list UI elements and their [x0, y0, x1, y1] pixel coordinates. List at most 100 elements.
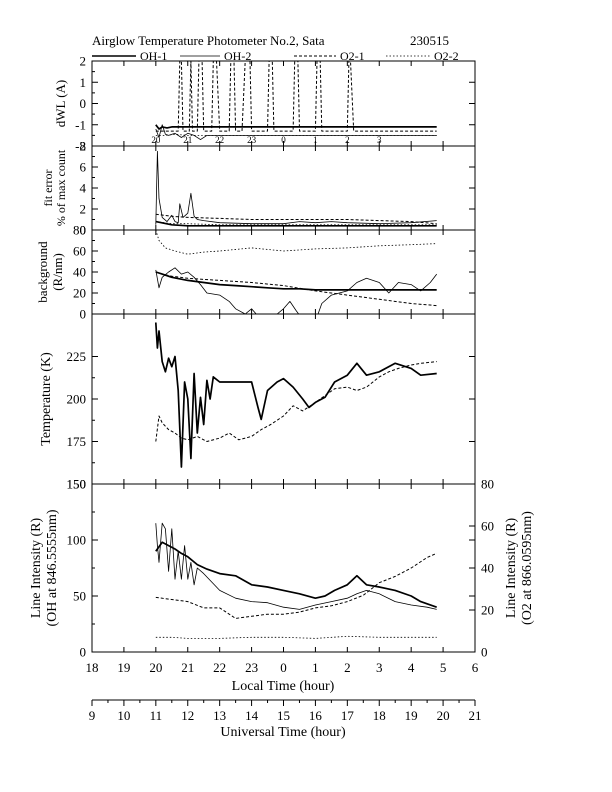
line_intensity-ytick-label: 0: [80, 645, 87, 660]
background-frame: [91, 229, 476, 315]
local-tick-label: 21: [181, 660, 194, 675]
local-tick-label: 19: [117, 660, 130, 675]
intensity-ylabel: Line Intensity (R): [29, 518, 44, 619]
dwl-ytick-label: 2: [80, 54, 87, 69]
ut-tick-label: 11: [150, 708, 163, 723]
fit-error-ylabel-sub: % of max count: [54, 149, 68, 226]
line_intensity-ytick-label: 100: [67, 533, 87, 548]
legend-oh1-label: OH-1: [140, 49, 167, 63]
ut-tick-label: 12: [181, 708, 194, 723]
dwl-ylabel: dWL (A): [53, 80, 68, 128]
dwl-series-o2-1: [155, 61, 437, 132]
line_intensity-series-o2-1: [155, 552, 437, 619]
inline-lt-label: 1: [313, 135, 318, 145]
line_intensity-ytick-label: 150: [67, 477, 87, 492]
ut-tick-label: 20: [437, 708, 450, 723]
fit_error-ytick-label: 4: [80, 181, 87, 196]
fit_error-ytick-label: 2: [80, 202, 87, 217]
background-ytick-label: 80: [73, 223, 86, 238]
temperature-ytick-label: 200: [67, 392, 87, 407]
background-ytick-label: 0: [80, 307, 87, 322]
dwl-ytick-label: -2: [75, 139, 86, 154]
background-ylabel: background: [35, 241, 50, 303]
background-series-oh-1: [155, 271, 437, 291]
dwl-series-oh-1: [155, 124, 437, 130]
temperature-series-o2-1: [155, 361, 437, 442]
local-tick-label: 18: [86, 660, 99, 675]
fit-error-marks: [155, 150, 437, 227]
dwl-ytick-label: 0: [80, 96, 87, 111]
local-tick-label: 22: [213, 660, 226, 675]
local-tick-label: 2: [344, 660, 351, 675]
local-time-label: Local Time (hour): [232, 679, 335, 694]
dwl-ytick-label: -1: [75, 117, 86, 132]
background-ytick-label: 20: [73, 286, 86, 301]
background-ytick-label: 40: [73, 265, 86, 280]
line_intensity-series-o2-2: [155, 635, 437, 639]
temperature-panel: Temperature (K) 225 200 175 150: [39, 313, 476, 492]
fit_error-series-o2-1: [155, 213, 437, 225]
date-code: 230515: [410, 33, 449, 48]
local-tick-label: 23: [245, 660, 258, 675]
ut-tick-label: 9: [89, 708, 96, 723]
inline-lt-label: 20: [151, 135, 161, 145]
local-tick-label: 3: [376, 660, 383, 675]
fit-error-panel: fit error % of max count 8 6 4 2 0: [41, 139, 476, 238]
legend-o22-label: O2-2: [434, 49, 459, 63]
line_intensity-ytick-right-label: 20: [481, 603, 494, 618]
temperature-series-oh-1: [154, 322, 437, 468]
inline-lt-label: 0: [281, 135, 286, 145]
dwl-series-o2-2: [155, 133, 437, 136]
line_intensity-ytick-right-label: 40: [481, 561, 494, 576]
chart-title: Airglow Temperature Photometer No.2, Sat…: [92, 33, 325, 48]
line_intensity-ytick-right-label: 80: [481, 477, 494, 492]
background-series-o2-2: [155, 230, 437, 255]
fit_error-ytick-label: 0: [80, 223, 87, 238]
line_intensity-ytick-label: 50: [73, 589, 86, 604]
background-series-oh-2: [155, 267, 438, 314]
universal-time-label: Universal Time (hour): [220, 725, 346, 740]
local-time-axis: 18 19 20 21 22 23 0 1 2 3 4 5 6: [86, 660, 479, 675]
ut-tick-label: 19: [405, 708, 418, 723]
fit_error-ytick-label: 6: [80, 160, 87, 175]
temperature-ytick-label: 175: [67, 434, 87, 449]
background-series-o2-1: [155, 271, 437, 307]
ut-tick-label: 16: [309, 708, 323, 723]
legend: OH-1 OH-2 O2-1 O2-2: [92, 49, 459, 63]
local-tick-label: 0: [280, 660, 287, 675]
temperature-ylabel: Temperature (K): [39, 352, 54, 446]
local-tick-label: 4: [408, 660, 415, 675]
background-marks: [155, 230, 438, 314]
ut-tick-label: 15: [277, 708, 290, 723]
local-tick-label: 5: [440, 660, 447, 675]
ut-tick-label: 18: [373, 708, 386, 723]
universal-time-axis: 9 10 11 12 13 14 15 16 17 18 19 20 21: [89, 700, 482, 723]
inline-lt-label: 3: [377, 135, 382, 145]
fit_error-series-oh-2: [155, 150, 437, 225]
inline-lt-label: 22: [215, 135, 224, 145]
dwl-frame: [91, 60, 476, 147]
inline-lt-label: 23: [247, 135, 257, 145]
dwl-ytick-label: 1: [80, 75, 87, 90]
inline-hour-labels: 20 21 22 23 0 1 2 3: [151, 135, 382, 145]
background-ylabel-sub: (R/nm): [50, 253, 65, 291]
ut-tick-label: 14: [245, 708, 259, 723]
temperature-marks: [154, 322, 437, 468]
inline-lt-label: 2: [345, 135, 350, 145]
inline-lt-label: 21: [183, 135, 192, 145]
line_intensity-series-oh-2: [155, 522, 437, 610]
intensity-ylabel-sub: (OH at 846.5555nm): [45, 509, 60, 626]
intensity-frame: [91, 483, 476, 653]
legend-oh2-label: OH-2: [224, 49, 251, 63]
fit-error-frame: [91, 145, 476, 231]
ut-tick-label: 10: [117, 708, 130, 723]
temperature-ytick-label: 225: [67, 349, 87, 364]
fit_error-ytick-label: 8: [80, 139, 87, 154]
temperature-ytick-label: 150: [67, 477, 87, 492]
ut-tick-label: 13: [213, 708, 226, 723]
intensity-ylabel-right: Line Intensity (R): [504, 518, 519, 619]
dwl-panel: dWL (A) 210-1-2: [53, 54, 476, 154]
line_intensity-ytick-right-label: 0: [481, 645, 488, 660]
line_intensity-series-oh-1: [155, 541, 437, 609]
